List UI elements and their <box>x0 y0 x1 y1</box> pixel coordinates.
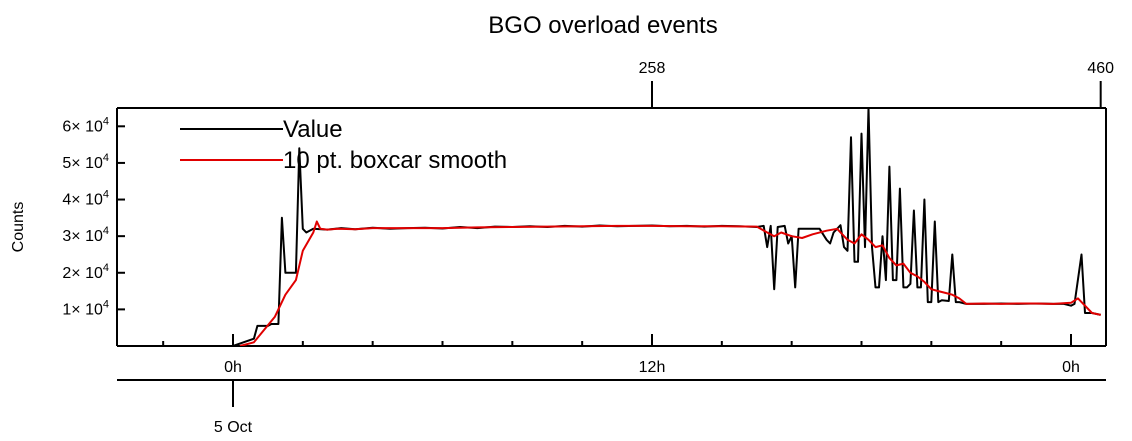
x-tick-label: 0h <box>224 359 242 376</box>
y-tick-label: 3× 104 <box>62 225 109 245</box>
chart-title: BGO overload events <box>488 12 717 39</box>
y-tick-label: 1× 104 <box>62 298 109 318</box>
x-tick-label: 0h <box>1062 359 1080 376</box>
top-axis-label: 460 <box>1087 60 1114 77</box>
legend-label: 10 pt. boxcar smooth <box>283 147 507 174</box>
series-layer <box>232 108 1101 346</box>
y-tick-label: 2× 104 <box>62 262 109 282</box>
y-tick-label: 4× 104 <box>62 189 109 209</box>
axes: 1× 104 2× 104 3× 104 4× 104 5× 104 6× 104 0h 12… <box>62 60 1114 436</box>
legend-label: Value <box>283 116 343 143</box>
y-axis-title: Counts <box>10 202 27 253</box>
legend: Value 10 pt. boxcar smooth <box>180 116 507 174</box>
y-tick-label: 6× 104 <box>62 115 109 135</box>
series-line-boxcar-smooth <box>239 220 1101 346</box>
top-axis-label: 258 <box>639 60 666 77</box>
date-axis-label: 5 Oct <box>214 419 253 436</box>
x-tick-label: 12h <box>639 359 666 376</box>
y-tick-label: 5× 104 <box>62 152 109 172</box>
